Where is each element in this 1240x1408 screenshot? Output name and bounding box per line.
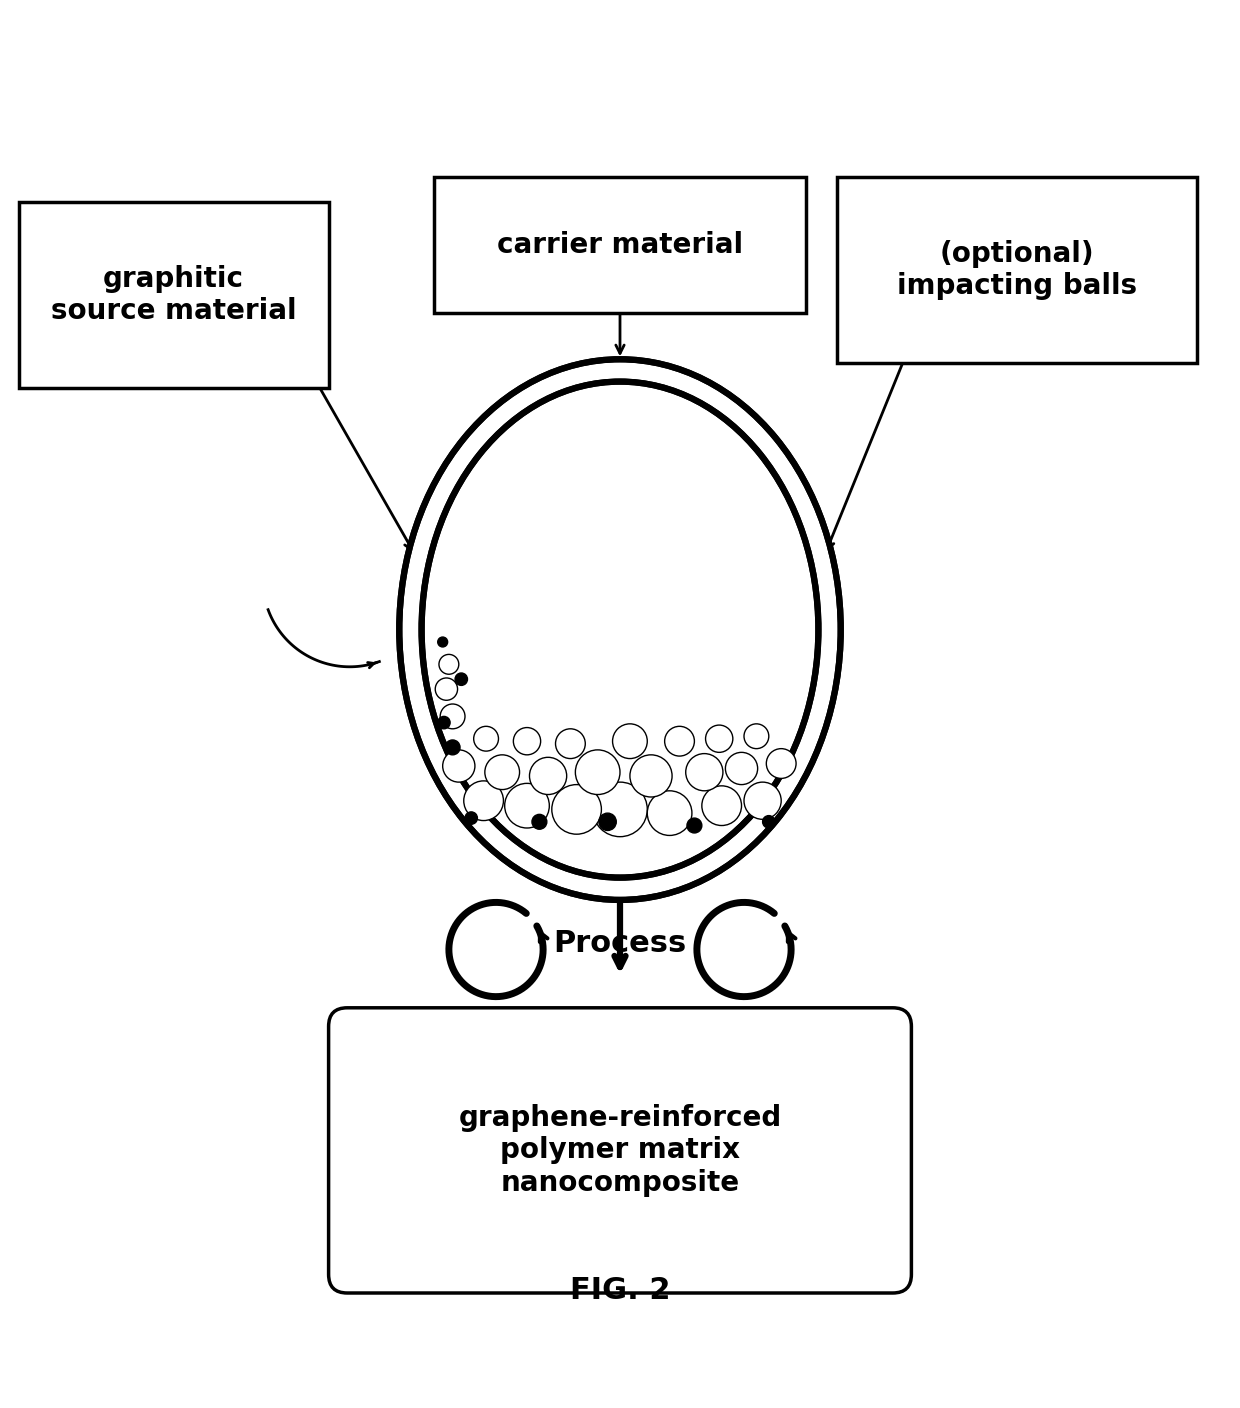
Ellipse shape xyxy=(513,728,541,755)
Ellipse shape xyxy=(630,755,672,797)
Ellipse shape xyxy=(529,758,567,794)
Text: Process: Process xyxy=(553,929,687,959)
Ellipse shape xyxy=(665,727,694,756)
Ellipse shape xyxy=(474,727,498,750)
FancyBboxPatch shape xyxy=(837,177,1197,363)
Ellipse shape xyxy=(440,704,465,729)
Ellipse shape xyxy=(556,729,585,759)
Ellipse shape xyxy=(687,818,702,834)
Text: FIG. 2: FIG. 2 xyxy=(569,1277,671,1305)
Ellipse shape xyxy=(593,781,647,836)
Ellipse shape xyxy=(647,791,692,835)
Ellipse shape xyxy=(613,724,647,759)
Ellipse shape xyxy=(532,814,547,829)
Text: graphitic
source material: graphitic source material xyxy=(51,265,296,325)
Ellipse shape xyxy=(744,781,781,819)
Ellipse shape xyxy=(465,812,477,824)
Ellipse shape xyxy=(706,725,733,752)
Ellipse shape xyxy=(702,786,742,825)
Ellipse shape xyxy=(445,741,460,755)
Ellipse shape xyxy=(455,673,467,686)
Ellipse shape xyxy=(725,752,758,784)
Ellipse shape xyxy=(505,783,549,828)
Ellipse shape xyxy=(599,814,616,831)
FancyBboxPatch shape xyxy=(434,177,806,314)
Ellipse shape xyxy=(766,749,796,779)
Ellipse shape xyxy=(763,815,775,828)
Ellipse shape xyxy=(399,359,841,900)
Ellipse shape xyxy=(575,750,620,794)
Ellipse shape xyxy=(552,784,601,834)
FancyBboxPatch shape xyxy=(19,201,329,387)
Text: graphene-reinforced
polymer matrix
nanocomposite: graphene-reinforced polymer matrix nanoc… xyxy=(459,1104,781,1197)
Ellipse shape xyxy=(686,753,723,791)
Ellipse shape xyxy=(438,717,450,729)
Text: carrier material: carrier material xyxy=(497,231,743,259)
Ellipse shape xyxy=(438,636,448,646)
Text: (optional)
impacting balls: (optional) impacting balls xyxy=(897,239,1137,300)
Ellipse shape xyxy=(485,755,520,790)
Ellipse shape xyxy=(439,655,459,674)
FancyBboxPatch shape xyxy=(329,1008,911,1293)
Ellipse shape xyxy=(744,724,769,749)
Ellipse shape xyxy=(435,679,458,700)
Ellipse shape xyxy=(443,750,475,781)
Ellipse shape xyxy=(464,781,503,821)
